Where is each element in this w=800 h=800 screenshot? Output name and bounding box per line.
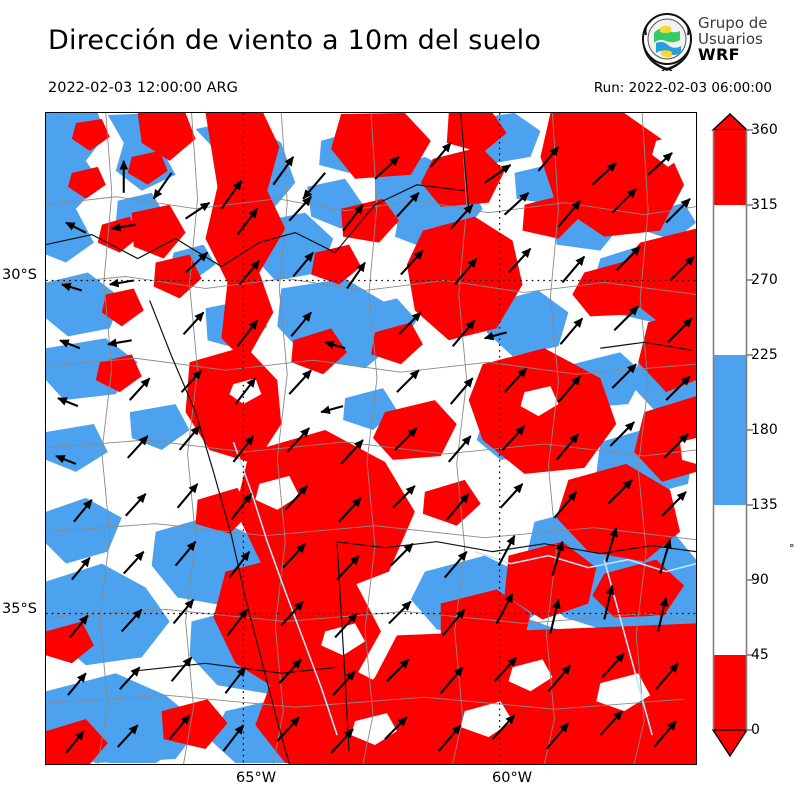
valid-time-label: 2022-02-03 12:00:00 ARG [48, 80, 238, 96]
colorbar-tick-45: 45 [751, 647, 769, 663]
province-borders [46, 113, 696, 764]
wind-direction-map [46, 113, 696, 764]
colorbar-tick-135: 135 [751, 497, 778, 513]
wrf-user-group-logo: Grupo de Usuarios WRF [640, 12, 790, 72]
colorbar-unit-label: ° [789, 542, 795, 555]
logo-line-1: Grupo de [698, 14, 768, 32]
colorbar-tick-225: 225 [751, 347, 778, 363]
axis-label-lat-30s: 30°S [2, 267, 37, 283]
logo-line-3: WRF [698, 45, 740, 64]
page-title: Dirección de viento a 10m del suelo [48, 25, 542, 56]
colorbar-tick-315: 315 [751, 197, 778, 213]
axis-label-lat-35s: 35°S [2, 601, 37, 617]
colorbar-graphic [711, 113, 753, 758]
logo-line-2: Usuarios [698, 30, 763, 48]
run-time-label: Run: 2022-02-03 06:00:00 [593, 80, 772, 96]
contour-fill-red [46, 113, 696, 764]
axis-label-lon-60w: 60°W [492, 770, 533, 786]
map-panel[interactable] [45, 112, 697, 765]
colorbar-tick-180: 180 [751, 422, 778, 438]
axis-label-lon-65w: 65°W [236, 770, 277, 786]
wind-direction-arrows [55, 142, 695, 754]
colorbar-tick-90: 90 [751, 572, 769, 588]
colorbar-tick-0: 0 [751, 722, 760, 738]
colorbar[interactable]: 360 315 270 225 180 135 90 45 0 ° [709, 112, 799, 767]
colorbar-tick-270: 270 [751, 272, 778, 288]
globe-icon [642, 13, 692, 71]
colorbar-tick-360: 360 [751, 122, 778, 138]
graticule [46, 113, 696, 764]
